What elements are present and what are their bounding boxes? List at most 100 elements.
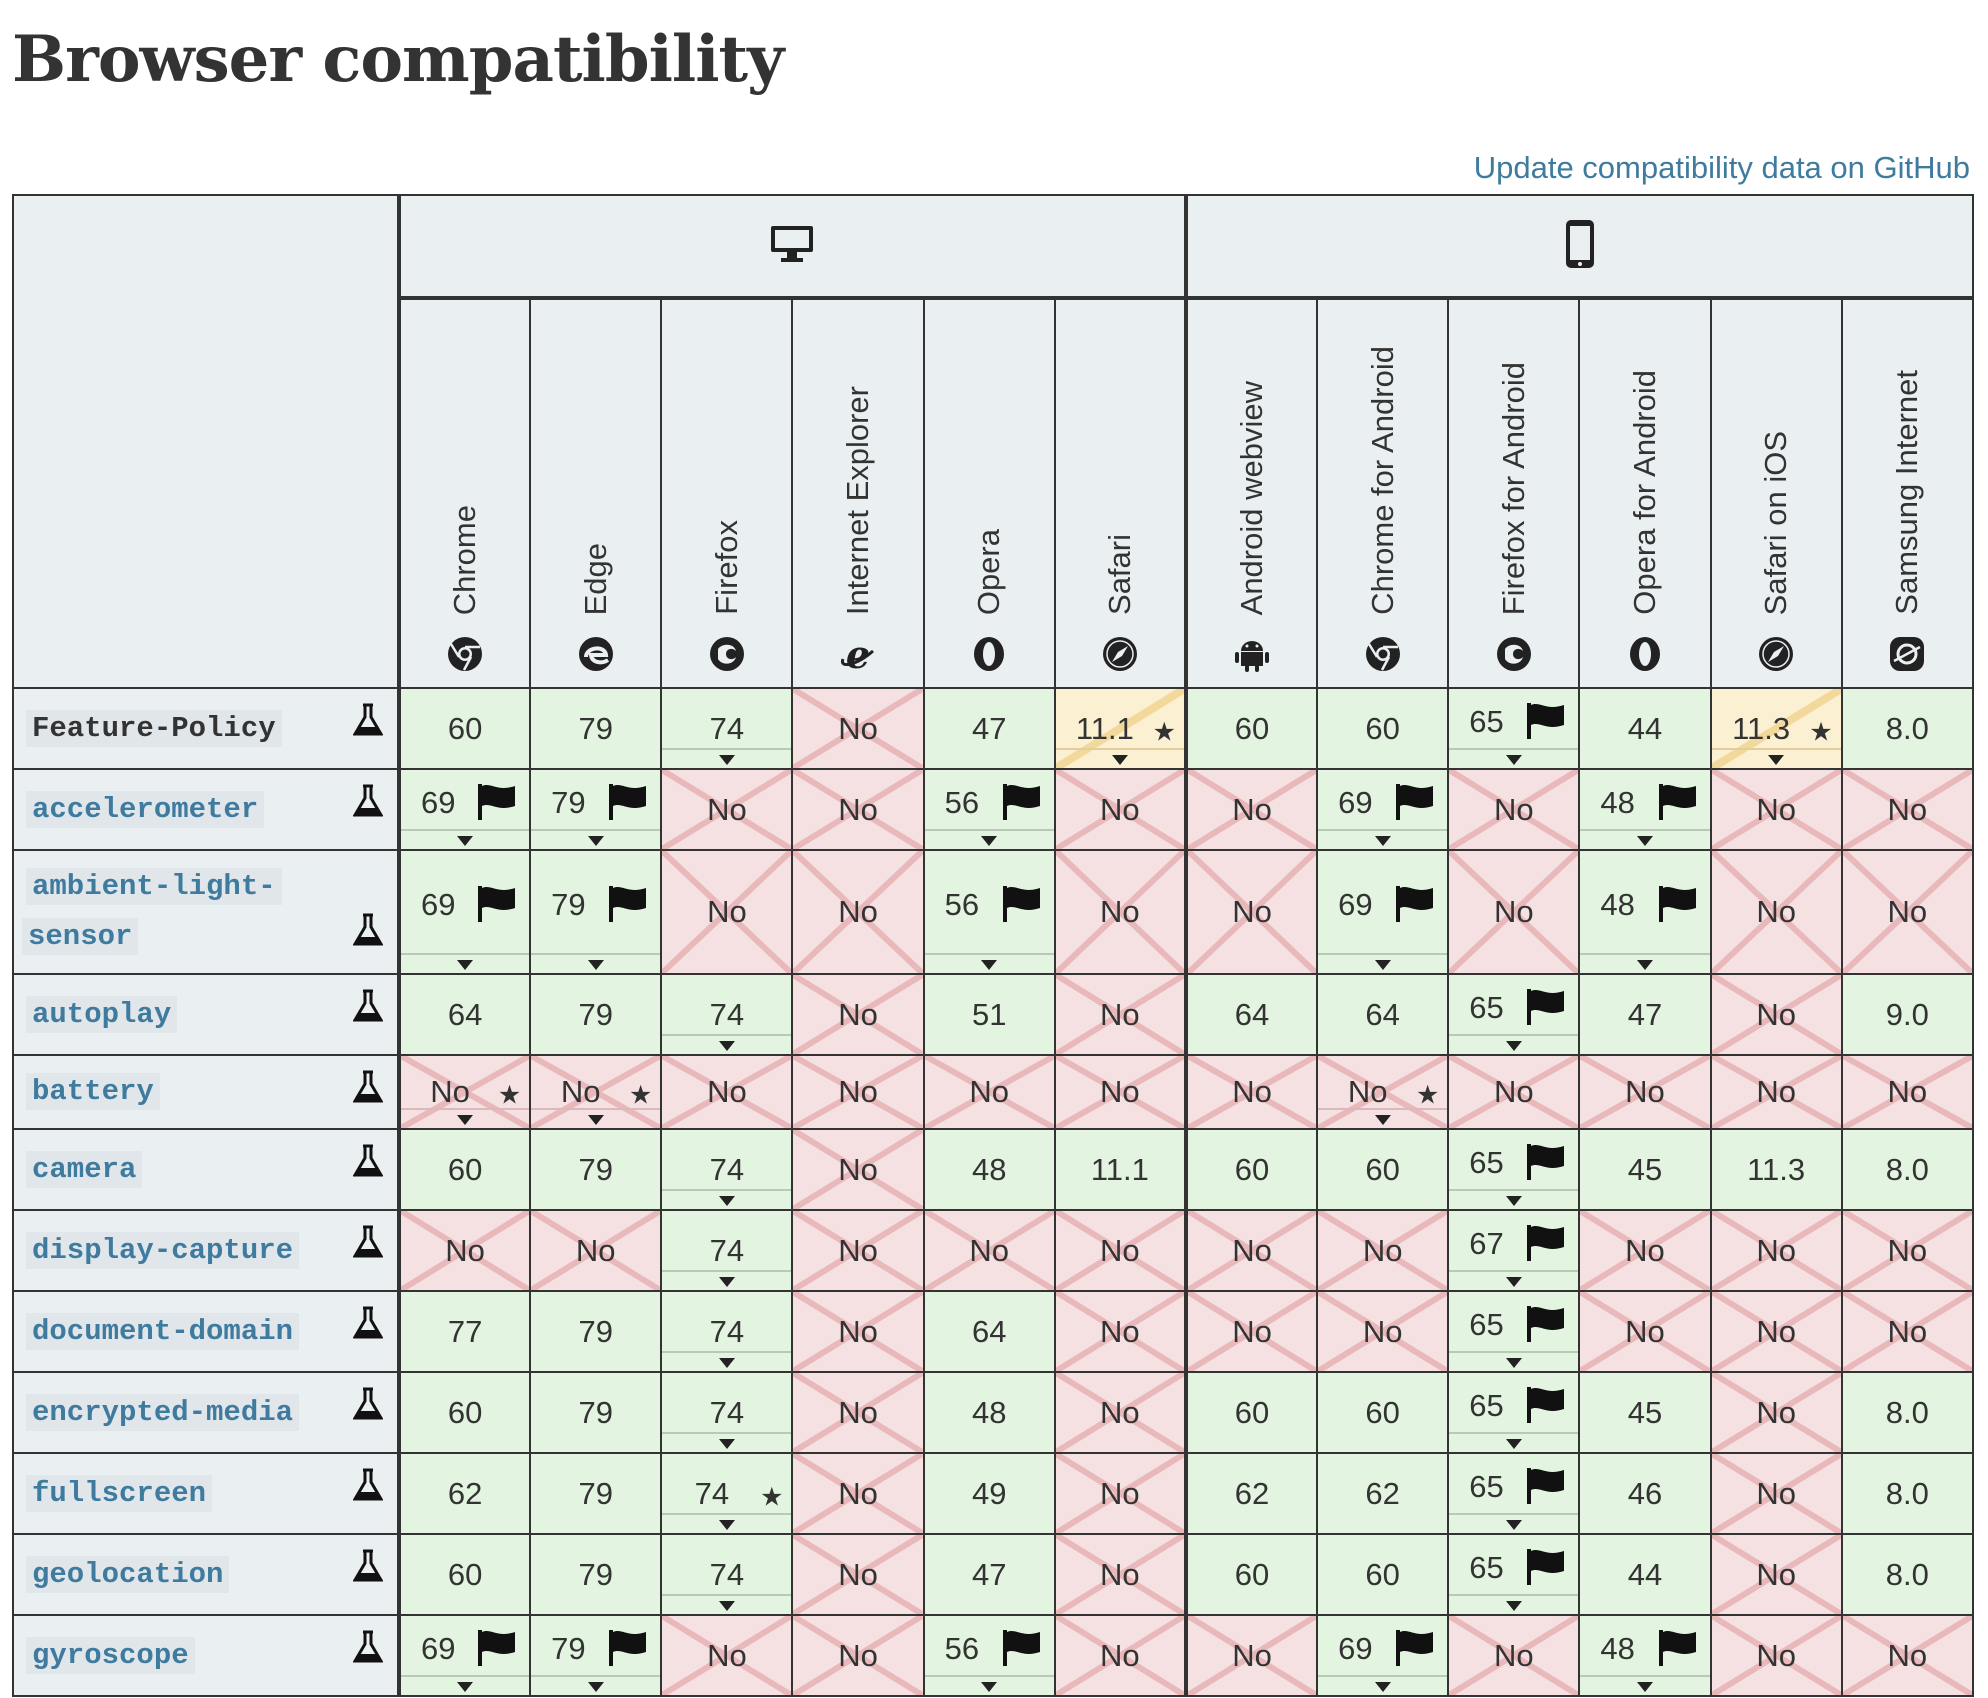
support-cell[interactable]: No ★ — [1316, 1054, 1450, 1130]
support-cell[interactable]: 65 — [1447, 973, 1581, 1056]
support-cell[interactable]: 74 — [660, 1290, 794, 1373]
support-cell[interactable]: 67 — [1447, 1209, 1581, 1292]
support-cell[interactable]: 74 — [660, 687, 794, 770]
support-value: No — [1887, 1074, 1928, 1109]
expand-toggle[interactable] — [1450, 1594, 1578, 1613]
no-support-pattern — [1843, 1617, 1972, 1694]
expand-toggle[interactable] — [1450, 748, 1578, 767]
support-cell[interactable]: 69 — [397, 849, 532, 975]
expand-toggle[interactable] — [532, 829, 660, 848]
expand-toggle[interactable] — [1581, 1675, 1709, 1694]
no-support-pattern — [401, 1212, 529, 1289]
expand-toggle[interactable] — [1450, 1270, 1578, 1289]
feature-link[interactable]: encrypted-media — [26, 1393, 300, 1431]
expand-toggle[interactable] — [663, 1351, 791, 1370]
support-cell[interactable]: 69 — [1316, 768, 1450, 851]
feature-link[interactable]: accelerometer — [26, 790, 265, 828]
expand-toggle[interactable] — [1712, 748, 1840, 767]
expand-toggle[interactable] — [663, 1034, 791, 1053]
expand-toggle[interactable] — [1450, 1432, 1578, 1451]
support-cell[interactable]: 11.1 ★ — [1053, 687, 1188, 770]
expand-toggle[interactable] — [401, 1108, 529, 1127]
expand-toggle[interactable] — [663, 1189, 791, 1208]
feature-link[interactable]: fullscreen — [26, 1474, 213, 1512]
feature-link[interactable]: sensor — [22, 918, 139, 955]
expand-toggle[interactable] — [663, 1594, 791, 1613]
support-cell[interactable]: 48 — [1578, 1614, 1712, 1697]
expand-toggle[interactable] — [1581, 829, 1709, 848]
support-cell[interactable]: 74 — [660, 1209, 794, 1292]
support-cell: No — [1447, 768, 1581, 851]
support-cell: No — [660, 1054, 794, 1130]
feature-name-cell: camera — [12, 1128, 401, 1211]
support-cell[interactable]: 74 — [660, 973, 794, 1056]
expand-toggle[interactable] — [925, 829, 1053, 848]
expand-toggle[interactable] — [1581, 953, 1709, 972]
support-cell[interactable]: 65 — [1447, 1128, 1581, 1211]
expand-toggle[interactable] — [1450, 1189, 1578, 1208]
expand-toggle[interactable] — [1319, 829, 1447, 848]
support-value: 79 — [551, 886, 586, 922]
expand-toggle[interactable] — [401, 829, 529, 848]
expand-toggle[interactable] — [1450, 1513, 1578, 1532]
support-cell[interactable]: 74 — [660, 1128, 794, 1211]
support-value: 65 — [1469, 1144, 1504, 1180]
expand-toggle[interactable] — [1450, 1034, 1578, 1053]
support-cell[interactable]: 69 — [1316, 1614, 1450, 1697]
expand-toggle[interactable] — [401, 1675, 529, 1694]
support-cell[interactable]: 11.3 ★ — [1709, 687, 1843, 770]
expand-toggle[interactable] — [663, 1513, 791, 1532]
support-cell: 47 — [922, 687, 1056, 770]
expand-toggle[interactable] — [1056, 748, 1182, 767]
support-cell[interactable]: 48 — [1578, 849, 1712, 975]
update-compat-data-link[interactable]: Update compatibility data on GitHub — [1473, 150, 1970, 185]
support-cell[interactable]: 79 — [529, 768, 663, 851]
support-value: 60 — [447, 1394, 483, 1430]
support-value: No — [1100, 1637, 1140, 1673]
feature-link[interactable]: display-capture — [26, 1231, 300, 1269]
support-cell[interactable]: 69 — [397, 1614, 532, 1697]
expand-toggle[interactable] — [663, 1270, 791, 1289]
support-cell[interactable]: 79 — [529, 1614, 663, 1697]
expand-toggle[interactable] — [532, 1675, 660, 1694]
expand-toggle[interactable] — [925, 953, 1053, 972]
expand-toggle[interactable] — [663, 1432, 791, 1451]
support-cell[interactable]: 56 — [922, 1614, 1056, 1697]
support-cell[interactable]: 65 — [1447, 1452, 1581, 1535]
support-cell[interactable]: 74 — [660, 1371, 794, 1454]
support-cell[interactable]: 56 — [922, 849, 1056, 975]
expand-toggle[interactable] — [1319, 953, 1447, 972]
support-cell[interactable]: 56 — [922, 768, 1056, 851]
support-cell[interactable]: 48 — [1578, 768, 1712, 851]
feature-link[interactable]: geolocation — [26, 1555, 230, 1593]
expand-toggle[interactable] — [663, 748, 791, 767]
expand-toggle[interactable] — [925, 1675, 1053, 1694]
support-cell[interactable]: No ★ — [529, 1054, 663, 1130]
expand-toggle[interactable] — [1319, 1108, 1447, 1127]
expand-toggle[interactable] — [401, 953, 529, 972]
expand-toggle[interactable] — [532, 1108, 660, 1127]
feature-link[interactable]: document-domain — [26, 1312, 300, 1350]
support-cell[interactable]: 65 — [1447, 687, 1581, 770]
expand-toggle[interactable] — [532, 953, 660, 972]
expand-toggle[interactable] — [1450, 1351, 1578, 1370]
support-cell[interactable]: 65 — [1447, 1371, 1581, 1454]
no-support-pattern — [1056, 1455, 1182, 1532]
support-cell[interactable]: No ★ — [397, 1054, 532, 1130]
flag-icon — [1396, 1629, 1434, 1666]
support-cell[interactable]: 65 — [1447, 1290, 1581, 1373]
feature-link[interactable]: autoplay — [26, 995, 178, 1033]
support-cell[interactable]: 74 — [660, 1533, 794, 1616]
support-cell[interactable]: 69 — [1316, 849, 1450, 975]
support-cell[interactable]: 65 — [1447, 1533, 1581, 1616]
support-cell[interactable]: 69 — [397, 768, 532, 851]
feature-link[interactable]: ambient-light- — [26, 868, 282, 905]
support-value: No — [1232, 1637, 1272, 1673]
feature-link[interactable]: camera — [26, 1150, 143, 1188]
feature-link[interactable]: gyroscope — [26, 1636, 195, 1674]
feature-link[interactable]: battery — [26, 1073, 160, 1110]
support-cell: 77 — [397, 1290, 532, 1373]
support-cell[interactable]: 74 ★ — [660, 1452, 794, 1535]
expand-toggle[interactable] — [1319, 1675, 1447, 1694]
support-cell[interactable]: 79 — [529, 849, 663, 975]
